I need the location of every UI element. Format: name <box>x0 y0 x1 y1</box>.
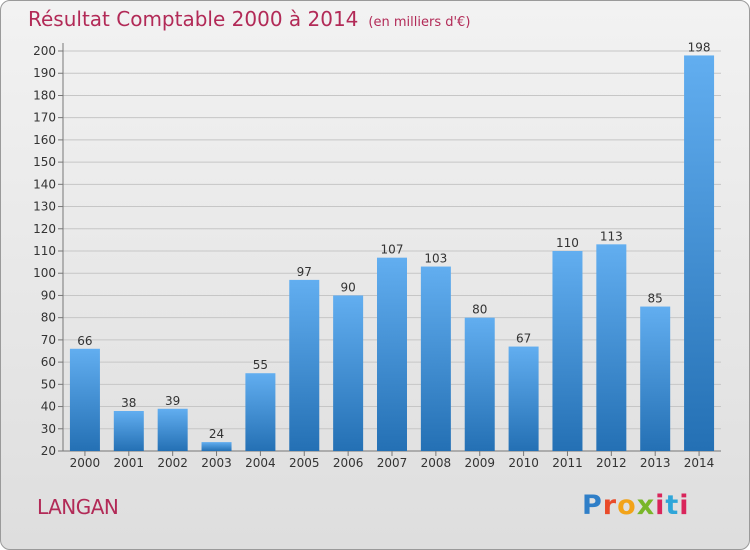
bar <box>596 244 627 451</box>
bar <box>508 346 539 451</box>
value-label: 110 <box>556 236 579 250</box>
x-tick-label: 2004 <box>245 456 276 470</box>
value-label: 66 <box>77 334 92 348</box>
value-label: 113 <box>600 229 623 243</box>
y-tick-label: 20 <box>41 444 56 458</box>
value-label: 67 <box>516 332 531 346</box>
chart-title: Résultat Comptable 2000 à 2014 (en millie… <box>28 7 470 31</box>
bar <box>113 411 144 451</box>
bar <box>333 295 364 451</box>
y-tick-label: 40 <box>41 400 56 414</box>
bar <box>157 408 188 451</box>
value-labels: 66 38 39 24 55 97 90 107 103 80 67 110 113 85 198 <box>77 40 710 441</box>
x-tick-label: 2007 <box>377 456 408 470</box>
bar <box>289 279 320 451</box>
x-tick-label: 2008 <box>421 456 452 470</box>
value-label: 198 <box>688 40 711 54</box>
bar <box>377 257 407 451</box>
x-tick-label: 2000 <box>70 456 101 470</box>
y-tick-label: 180 <box>33 88 56 102</box>
x-tick-label: 2001 <box>114 456 145 470</box>
y-tick-label: 80 <box>41 311 56 325</box>
x-tick-label: 2006 <box>333 456 364 470</box>
y-tick-label: 90 <box>41 288 56 302</box>
value-label: 80 <box>472 303 487 317</box>
y-tick-label: 120 <box>33 222 56 236</box>
y-tick-labels: 20 30 40 50 60 70 80 90 100 110 120 130 140 150 160 170… <box>33 44 56 458</box>
value-label: 39 <box>165 394 180 408</box>
y-tick-label: 200 <box>33 44 56 58</box>
x-tick-labels: 2000 2001 2002 2003 2004 2005 2006 2007 2008 2009… <box>70 456 715 470</box>
y-tick-label: 50 <box>41 377 56 391</box>
value-label: 107 <box>381 243 404 257</box>
y-tick-label: 130 <box>33 200 56 214</box>
value-label: 97 <box>297 265 312 279</box>
x-tick-label: 2010 <box>508 456 539 470</box>
x-tick-label: 2012 <box>596 456 627 470</box>
bar <box>552 251 583 451</box>
bar <box>684 55 715 451</box>
x-tick-label: 2005 <box>289 456 320 470</box>
bars <box>69 55 715 451</box>
y-tick-label: 150 <box>33 155 56 169</box>
bar <box>464 317 495 451</box>
commune-name: LANGAN <box>37 495 119 519</box>
y-tick-label: 140 <box>33 177 56 191</box>
y-tick-label: 30 <box>41 422 56 436</box>
y-tick-label: 110 <box>33 244 56 258</box>
proxiti-logo: Proxiti <box>582 490 690 521</box>
y-tick-label: 100 <box>33 266 56 280</box>
x-tick-label: 2009 <box>464 456 495 470</box>
value-label: 90 <box>340 280 355 294</box>
value-label: 38 <box>121 396 136 410</box>
bar <box>640 306 671 451</box>
unit-note: (en milliers d'€) <box>368 15 471 30</box>
value-label: 55 <box>253 358 268 372</box>
x-tick-label: 2011 <box>552 456 583 470</box>
value-label: 24 <box>209 427 224 441</box>
value-label: 103 <box>424 252 447 266</box>
bar <box>245 373 276 451</box>
y-tick-label: 70 <box>41 333 56 347</box>
x-tick-label: 2013 <box>640 456 671 470</box>
y-tick-label: 170 <box>33 111 56 125</box>
bar <box>201 442 232 451</box>
value-label: 85 <box>648 292 663 306</box>
y-tick-label: 160 <box>33 133 56 147</box>
x-tick-label: 2014 <box>684 456 715 470</box>
bar <box>69 348 100 451</box>
x-tick-label: 2002 <box>157 456 188 470</box>
x-tick-label: 2003 <box>201 456 232 470</box>
bar <box>420 266 451 451</box>
y-tick-label: 190 <box>33 66 56 80</box>
chart-title-text: Résultat Comptable 2000 à 2014 <box>28 7 359 31</box>
y-tick-label: 60 <box>41 355 56 369</box>
